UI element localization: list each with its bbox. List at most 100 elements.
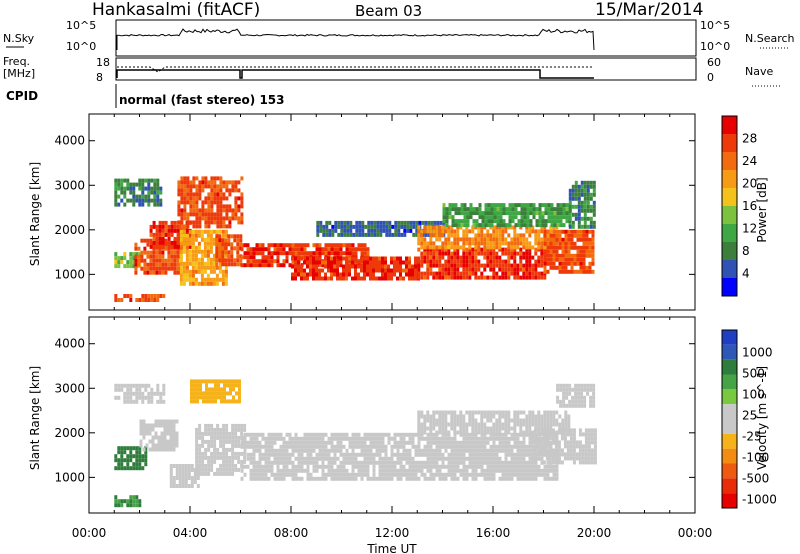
power-cell-12	[525, 229, 529, 234]
velocity-cell-9	[587, 440, 591, 445]
velocity-cell-7	[477, 444, 481, 449]
power-cell-9	[351, 276, 354, 281]
power-cell-14	[543, 229, 547, 234]
velocity-cell-8	[423, 418, 427, 423]
power-cell-13	[463, 215, 467, 220]
power-cell-11	[429, 255, 433, 260]
velocity-cell-7	[252, 440, 256, 445]
velocity-cell-7	[459, 456, 463, 461]
velocity-cell-6	[219, 463, 223, 468]
power-cell-13	[523, 203, 527, 208]
velocity-cell-6	[225, 447, 229, 452]
power-cell-5	[204, 184, 208, 189]
power-cell-10	[397, 228, 401, 233]
velocity-cell-7	[441, 460, 445, 465]
velocity-cell-7	[285, 452, 289, 457]
power-cell-5	[204, 176, 208, 181]
power-cell-13	[487, 207, 491, 212]
velocity-cell-7	[531, 476, 535, 481]
velocity-cell-7	[531, 444, 535, 449]
power-cell-10	[358, 232, 362, 237]
power-cell-9	[381, 272, 384, 277]
power-cell-5	[219, 176, 223, 181]
power-cell-5	[237, 216, 241, 221]
power-cell-4	[167, 244, 171, 249]
velocity-cell-7	[438, 464, 442, 469]
velocity-cell-6	[237, 435, 241, 440]
power-cell-8	[288, 263, 292, 268]
power-cell-12	[447, 233, 451, 238]
power-cell-6	[179, 277, 183, 282]
velocity-cell-6	[204, 467, 208, 472]
power-cell-9	[399, 268, 402, 273]
power-cell-3	[143, 258, 147, 263]
power-cell-13	[478, 223, 482, 228]
power-cell-5	[225, 216, 229, 221]
velocity-cell-7	[306, 440, 310, 445]
power-cell-3	[176, 266, 180, 271]
velocity-cell-7	[360, 476, 364, 481]
power-colorbar-tick: 28	[742, 132, 757, 146]
velocity-cell-9	[533, 440, 537, 445]
power-cell-9	[384, 268, 387, 273]
power-cell-13	[490, 211, 494, 216]
power-cell-15	[589, 216, 593, 221]
velocity-cell-7	[252, 448, 256, 453]
power-cell-7	[233, 258, 237, 263]
power-cell-8	[303, 251, 307, 256]
velocity-cell-8	[483, 422, 487, 427]
power-cell-5	[216, 188, 220, 193]
power-cell-6	[212, 277, 216, 282]
power-cell-9	[345, 256, 348, 261]
velocity-cell-6	[213, 435, 217, 440]
power-cell-3	[158, 270, 162, 275]
power-cell-14	[546, 249, 550, 254]
power-cell-13	[550, 207, 554, 212]
velocity-cell-7	[474, 452, 478, 457]
power-cell-10	[427, 232, 431, 237]
power-cell-5	[192, 208, 196, 213]
power-cell-10	[376, 232, 380, 237]
velocity-cell-8	[459, 430, 463, 435]
power-cell-2	[129, 252, 133, 257]
velocity-cell-10	[556, 387, 560, 392]
power-cell-1	[144, 198, 148, 203]
velocity-colorbar-swatch	[722, 359, 737, 375]
velocity-cell-7	[486, 440, 490, 445]
velocity-cell-7	[318, 444, 322, 449]
power-cell-12	[528, 245, 532, 250]
power-cell-11	[450, 251, 454, 256]
power-cell-1	[114, 182, 118, 187]
velocity-cell-7	[267, 436, 271, 441]
power-cell-10	[385, 232, 389, 237]
velocity-cell-3	[145, 443, 149, 448]
velocity-cell-4	[193, 476, 197, 480]
power-cell-15	[574, 196, 578, 201]
power-cell-12	[501, 229, 505, 234]
velocity-cell-7	[429, 456, 433, 461]
station-title: Hankasalmi (fitACF)	[92, 0, 261, 20]
power-cell-8	[321, 247, 325, 252]
power-cell-11	[462, 247, 466, 252]
velocity-cell-0	[162, 387, 166, 392]
velocity-cell-7	[471, 448, 475, 453]
power-cell-9	[414, 268, 417, 273]
power-cell-12	[501, 233, 505, 238]
power-cell-4	[158, 224, 162, 229]
velocity-cell-7	[387, 440, 391, 445]
velocity-cell-1	[117, 466, 121, 471]
velocity-cell-7	[528, 460, 532, 465]
velocity-cell-7	[351, 436, 355, 441]
velocity-cell-9	[551, 456, 555, 461]
power-cell-14	[591, 261, 595, 266]
power-cell-11	[522, 255, 526, 260]
velocity-cell-7	[324, 476, 328, 481]
velocity-cell-5	[190, 383, 193, 388]
power-cell-12	[465, 225, 469, 230]
power-cell-8	[240, 263, 244, 268]
power-cell-12	[456, 233, 460, 238]
power-cell-4	[164, 240, 168, 245]
velocity-cell-7	[429, 452, 433, 457]
velocity-cell-6	[231, 423, 235, 428]
power-cell-10	[424, 220, 428, 225]
